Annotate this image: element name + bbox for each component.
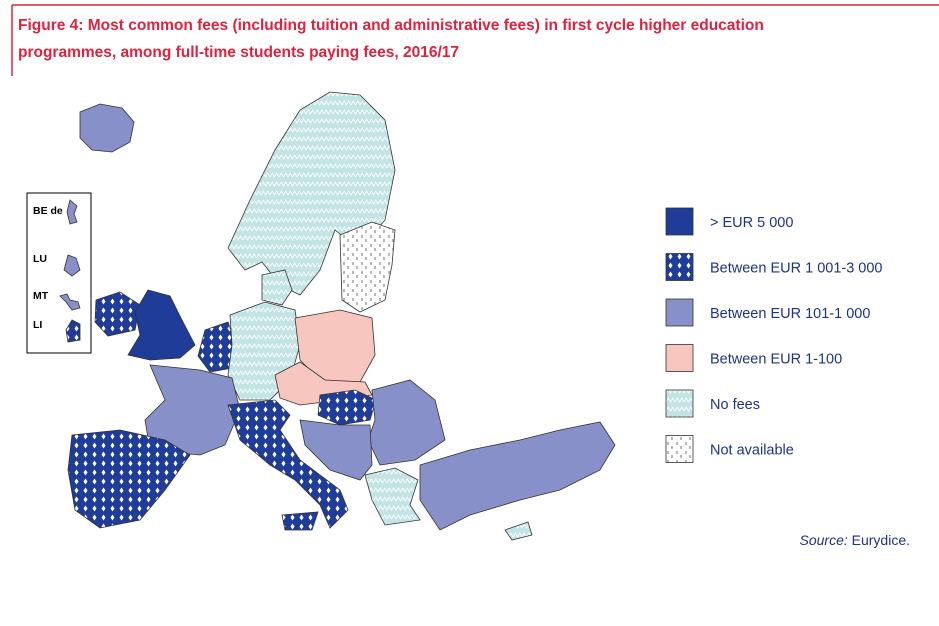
legend-swatch xyxy=(665,298,694,327)
greece xyxy=(364,467,421,526)
inset-label: MT xyxy=(33,290,49,302)
legend-label: Not available xyxy=(710,443,794,459)
legend-swatch xyxy=(665,389,694,418)
legend-swatch xyxy=(665,253,694,281)
uk xyxy=(127,289,196,361)
cyprus xyxy=(504,521,533,541)
insets: BE de LU MT LI xyxy=(33,199,81,343)
iceland xyxy=(79,103,135,153)
poland xyxy=(294,309,376,383)
sicily xyxy=(281,511,319,531)
inset-shape xyxy=(59,293,81,311)
denmark xyxy=(261,269,293,306)
map xyxy=(67,91,616,541)
legend-label: Between EUR 1-100 xyxy=(710,352,842,368)
iberia xyxy=(67,429,191,529)
romania-bulgaria xyxy=(367,379,446,466)
legend: > EUR 5 000 Between EUR 1 001-3 000 Betwee… xyxy=(665,207,883,463)
turkey xyxy=(419,421,616,531)
inset-shape xyxy=(66,199,78,225)
hungary xyxy=(317,389,377,426)
inset-shape xyxy=(63,254,81,277)
title-line: Figure 4: Most common fees (including tu… xyxy=(18,17,764,34)
legend-swatch xyxy=(665,344,694,372)
title-line: programmes, among full-time students pay… xyxy=(18,44,459,61)
inset-label: BE de xyxy=(33,205,63,217)
source: Source: Eurydice. xyxy=(800,532,911,548)
inset-shape xyxy=(65,319,81,343)
legend-swatch xyxy=(665,207,694,236)
balkans xyxy=(299,419,373,481)
source-text: Eurydice. xyxy=(848,532,910,548)
ireland xyxy=(94,291,141,337)
legend-label: > EUR 5 000 xyxy=(710,215,793,231)
legend-label: No fees xyxy=(710,397,760,413)
france xyxy=(144,364,241,456)
legend-swatch xyxy=(665,435,694,463)
inset-label: LI xyxy=(33,319,42,331)
legend-label: Between EUR 101-1 000 xyxy=(710,306,870,322)
inset-label: LU xyxy=(33,253,47,265)
legend-label: Between EUR 1 001-3 000 xyxy=(710,261,883,277)
baltics xyxy=(339,221,396,313)
source-label: Source: xyxy=(800,532,848,548)
italy xyxy=(227,399,349,529)
